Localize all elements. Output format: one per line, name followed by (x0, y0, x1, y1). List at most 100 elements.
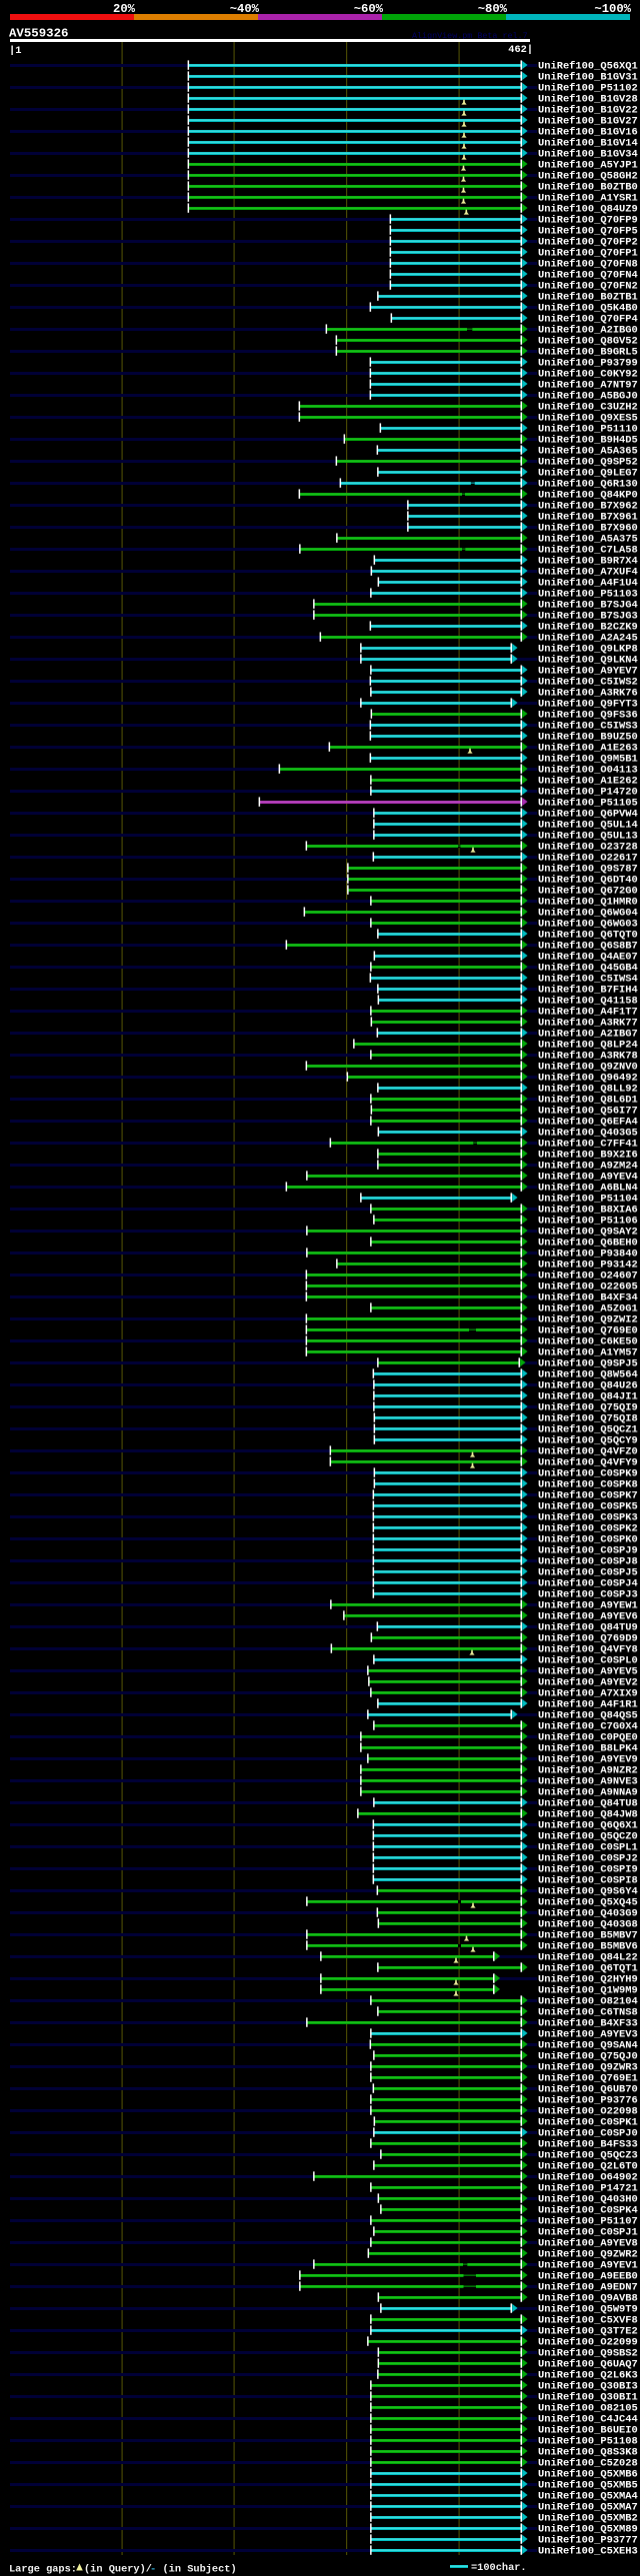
svg-text:UniRef100_C0SPJ1: UniRef100_C0SPJ1 (538, 2226, 638, 2238)
svg-text:UniRef100_C0SPK4: UniRef100_C0SPK4 (538, 2204, 638, 2216)
svg-text:UniRef100_B1GV31: UniRef100_B1GV31 (538, 71, 638, 83)
svg-text:UniRef100_C7LA58: UniRef100_C7LA58 (538, 544, 638, 556)
svg-text:UniRef100_Q6WG03: UniRef100_Q6WG03 (538, 918, 638, 930)
svg-text:UniRef100_Q9SPJ5: UniRef100_Q9SPJ5 (538, 1357, 638, 1369)
svg-text:462|: 462| (508, 44, 533, 56)
svg-text:UniRef100_A3RK77: UniRef100_A3RK77 (538, 1017, 638, 1029)
svg-text:AV559326: AV559326 (9, 27, 69, 41)
svg-text:UniRef100_B4XF33: UniRef100_B4XF33 (538, 2017, 638, 2029)
svg-text:UniRef100_B7SJG3: UniRef100_B7SJG3 (538, 610, 638, 622)
svg-text:UniRef100_C0SPJ5: UniRef100_C0SPJ5 (538, 1566, 638, 1578)
svg-text:UniRef100_O22098: UniRef100_O22098 (538, 2105, 638, 2117)
svg-text:UniRef100_C0SPK3: UniRef100_C0SPK3 (538, 1511, 638, 1523)
svg-text:UniRef100_C0SPJ4: UniRef100_C0SPJ4 (538, 1577, 638, 1589)
svg-text:UniRef100_Q2L6T0: UniRef100_Q2L6T0 (538, 2160, 638, 2172)
svg-text:UniRef100_Q84TU8: UniRef100_Q84TU8 (538, 1797, 638, 1809)
svg-text:UniRef100_Q9ZNV0: UniRef100_Q9ZNV0 (538, 1061, 638, 1073)
svg-text:UniRef100_Q5XMB5: UniRef100_Q5XMB5 (538, 2479, 638, 2491)
svg-text:UniRef100_Q5XQ45: UniRef100_Q5XQ45 (538, 1896, 638, 1908)
svg-text:UniRef100_C0KY92: UniRef100_C0KY92 (538, 368, 638, 380)
svg-text:=100char.: =100char. (471, 2562, 527, 2574)
svg-text:~60%: ~60% (354, 2, 384, 16)
svg-text:UniRef100_Q8L6D1: UniRef100_Q8L6D1 (538, 1094, 638, 1106)
svg-text:UniRef100_Q9M5B1: UniRef100_Q9M5B1 (538, 753, 638, 765)
svg-text:UniRef100_C6KE50: UniRef100_C6KE50 (538, 1335, 638, 1347)
svg-text:UniRef100_C7G0X4: UniRef100_C7G0X4 (538, 1720, 638, 1732)
svg-text:UniRef100_A1E263: UniRef100_A1E263 (538, 742, 638, 754)
svg-text:UniRef100_A9YEV3: UniRef100_A9YEV3 (538, 2028, 638, 2040)
svg-text:UniRef100_Q9SBS2: UniRef100_Q9SBS2 (538, 2347, 638, 2359)
svg-text:UniRef100_Q70FP4: UniRef100_Q70FP4 (538, 313, 638, 325)
svg-text:UniRef100_C0SPK5: UniRef100_C0SPK5 (538, 1500, 638, 1512)
svg-text:AlignView.pm Beta rel.7: AlignView.pm Beta rel.7 (412, 31, 528, 41)
svg-text:UniRef100_A9YEV5: UniRef100_A9YEV5 (538, 1665, 638, 1677)
svg-text:UniRef100_C0SPI8: UniRef100_C0SPI8 (538, 1874, 638, 1886)
svg-text:UniRef100_A5Z0G1: UniRef100_A5Z0G1 (538, 1302, 638, 1314)
svg-text:UniRef100_Q84JI1: UniRef100_Q84JI1 (538, 1390, 638, 1402)
svg-text:UniRef100_C0SPK0: UniRef100_C0SPK0 (538, 1533, 638, 1545)
svg-text:(in Query)/: (in Query)/ (84, 2564, 152, 2576)
svg-text:UniRef100_Q9LEG7: UniRef100_Q9LEG7 (538, 467, 638, 479)
svg-text:UniRef100_Q4VFY8: UniRef100_Q4VFY8 (538, 1643, 638, 1655)
svg-text:UniRef100_Q5W9T9: UniRef100_Q5W9T9 (538, 2303, 638, 2315)
svg-text:~100%: ~100% (594, 2, 631, 16)
svg-text:UniRef100_P51106: UniRef100_P51106 (538, 1215, 638, 1227)
svg-text:UniRef100_A9YEV2: UniRef100_A9YEV2 (538, 1676, 638, 1688)
svg-text:UniRef100_Q9S6Y4: UniRef100_Q9S6Y4 (538, 1885, 638, 1897)
svg-text:UniRef100_Q769E1: UniRef100_Q769E1 (538, 2072, 638, 2084)
svg-text:UniRef100_Q45GB4: UniRef100_Q45GB4 (538, 962, 638, 974)
svg-text:UniRef100_Q96492: UniRef100_Q96492 (538, 1072, 638, 1084)
svg-text:UniRef100_Q9FS36: UniRef100_Q9FS36 (538, 709, 638, 721)
svg-text:UniRef100_A5A365: UniRef100_A5A365 (538, 445, 638, 457)
svg-text:UniRef100_Q6EFA4: UniRef100_Q6EFA4 (538, 1116, 638, 1128)
svg-text:UniRef100_C4JC44: UniRef100_C4JC44 (538, 2413, 638, 2425)
svg-text:UniRef100_Q5QCZ3: UniRef100_Q5QCZ3 (538, 2149, 638, 2161)
svg-text:UniRef100_O22605: UniRef100_O22605 (538, 1281, 638, 1292)
svg-text:UniRef100_P51102: UniRef100_P51102 (538, 82, 638, 94)
svg-text:UniRef100_Q9ZWI2: UniRef100_Q9ZWI2 (538, 1313, 638, 1325)
svg-text:UniRef100_B9H4D5: UniRef100_B9H4D5 (538, 434, 638, 446)
svg-text:UniRef100_C0SPK1: UniRef100_C0SPK1 (538, 2116, 638, 2128)
svg-text:UniRef100_B5MBV7: UniRef100_B5MBV7 (538, 1929, 638, 1941)
svg-text:UniRef100_A1YM57: UniRef100_A1YM57 (538, 1346, 638, 1358)
svg-text:UniRef100_A3RK78: UniRef100_A3RK78 (538, 1050, 638, 1062)
svg-text:UniRef100_Q2HYH9: UniRef100_Q2HYH9 (538, 1973, 638, 1985)
svg-text:UniRef100_Q84TU9: UniRef100_Q84TU9 (538, 1621, 638, 1633)
svg-text:UniRef100_A4F1U4: UniRef100_A4F1U4 (538, 577, 638, 589)
svg-text:UniRef100_Q4VFZ0: UniRef100_Q4VFZ0 (538, 1445, 638, 1457)
svg-text:UniRef100_A9NZR2: UniRef100_A9NZR2 (538, 1764, 638, 1776)
svg-text:UniRef100_P14720: UniRef100_P14720 (538, 786, 638, 798)
svg-text:|1: |1 (9, 45, 21, 57)
svg-text:UniRef100_Q58GH2: UniRef100_Q58GH2 (538, 170, 638, 182)
svg-text:UniRef100_P51105: UniRef100_P51105 (538, 797, 638, 809)
svg-text:UniRef100_Q8GV52: UniRef100_Q8GV52 (538, 335, 638, 347)
svg-text:UniRef100_A6BLN4: UniRef100_A6BLN4 (538, 1182, 638, 1194)
svg-text:UniRef100_B2CZK9: UniRef100_B2CZK9 (538, 621, 638, 633)
svg-text:UniRef100_Q5XMB6: UniRef100_Q5XMB6 (538, 2468, 638, 2480)
svg-text:UniRef100_O22099: UniRef100_O22099 (538, 2336, 638, 2348)
svg-text:UniRef100_C0PQE0: UniRef100_C0PQE0 (538, 1731, 638, 1743)
svg-text:UniRef100_C0SPK9: UniRef100_C0SPK9 (538, 1467, 638, 1479)
svg-text:UniRef100_Q6UB70: UniRef100_Q6UB70 (538, 2083, 638, 2095)
svg-text:UniRef100_Q84JW8: UniRef100_Q84JW8 (538, 1808, 638, 1820)
svg-text:UniRef100_C0SPJ0: UniRef100_C0SPJ0 (538, 2127, 638, 2139)
svg-text:UniRef100_Q9SAY2: UniRef100_Q9SAY2 (538, 1226, 638, 1238)
svg-text:UniRef100_A5A375: UniRef100_A5A375 (538, 533, 638, 545)
svg-text:UniRef100_O82104: UniRef100_O82104 (538, 1995, 638, 2007)
svg-text:UniRef100_B1GV16: UniRef100_B1GV16 (538, 126, 638, 138)
svg-text:UniRef100_C0SPK7: UniRef100_C0SPK7 (538, 1489, 638, 1501)
svg-text:UniRef100_C6TNS8: UniRef100_C6TNS8 (538, 2006, 638, 2018)
svg-text:UniRef100_Q70FP2: UniRef100_Q70FP2 (538, 236, 638, 248)
svg-text:UniRef100_Q84UZ9: UniRef100_Q84UZ9 (538, 203, 638, 215)
svg-text:UniRef100_Q5UL13: UniRef100_Q5UL13 (538, 830, 638, 842)
svg-text:UniRef100_B7X961: UniRef100_B7X961 (538, 511, 638, 523)
svg-text:UniRef100_Q30BI1: UniRef100_Q30BI1 (538, 2391, 638, 2403)
svg-text:UniRef100_A9YEV8: UniRef100_A9YEV8 (538, 2237, 638, 2249)
svg-text:UniRef100_B4FS33: UniRef100_B4FS33 (538, 2138, 638, 2150)
svg-text:UniRef100_C3UZH2: UniRef100_C3UZH2 (538, 401, 638, 413)
svg-text:UniRef100_Q8S3K8: UniRef100_Q8S3K8 (538, 2446, 638, 2458)
svg-text:UniRef100_Q5K4B0: UniRef100_Q5K4B0 (538, 302, 638, 314)
svg-text:UniRef100_A9YEV7: UniRef100_A9YEV7 (538, 665, 638, 677)
svg-text:UniRef100_P93776: UniRef100_P93776 (538, 2094, 638, 2106)
svg-text:UniRef100_C5XVF8: UniRef100_C5XVF8 (538, 2314, 638, 2326)
